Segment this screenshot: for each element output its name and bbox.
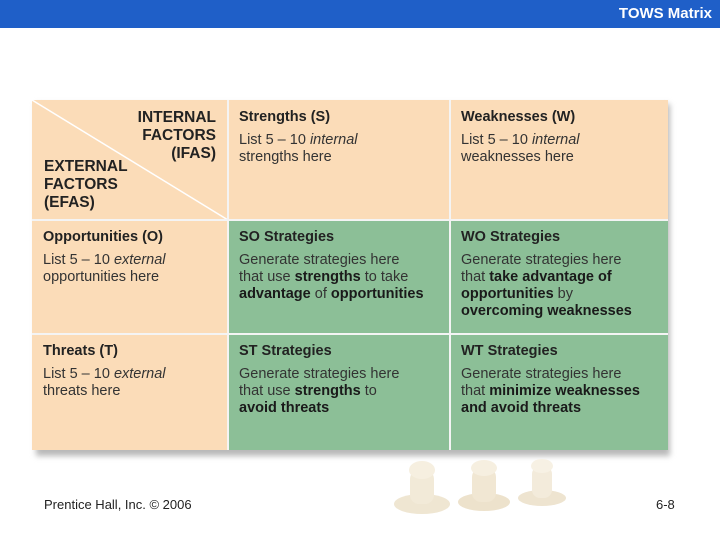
threats-cell: Threats (T) List 5 – 10 external threats… [32, 334, 228, 450]
decorative-pieces-image [394, 459, 566, 514]
opportunities-heading: Opportunities (O) [43, 229, 164, 245]
wo-text: Generate strategies here that take advan… [461, 252, 632, 319]
strengths-text: List 5 – 10 internal strengths here [239, 132, 358, 165]
footer-copyright: Prentice Hall, Inc. © 2006 [44, 497, 192, 512]
strengths-heading: Strengths (S) [239, 109, 331, 125]
weaknesses-heading: Weaknesses (W) [461, 109, 576, 125]
wo-heading: WO Strategies [461, 229, 561, 245]
internal-factors-label: INTERNAL FACTORS (IFAS) [138, 109, 216, 163]
corner-cell: INTERNAL FACTORS (IFAS) EXTERNAL FACTORS… [32, 100, 228, 220]
st-text: Generate strategies here that use streng… [239, 366, 400, 416]
grid-line-h1 [32, 219, 668, 221]
weaknesses-cell: Weaknesses (W) List 5 – 10 internal weak… [450, 100, 668, 220]
header-bar: TOWS Matrix [0, 0, 720, 28]
footer-page-number: 6-8 [656, 497, 675, 512]
internal-line-2: FACTORS [142, 127, 216, 144]
opportunities-text: List 5 – 10 external opportunities here [43, 252, 166, 285]
so-heading: SO Strategies [239, 229, 335, 245]
so-text: Generate strategies here that use streng… [239, 252, 424, 302]
internal-line-1: INTERNAL [137, 109, 216, 126]
opportunities-cell: Opportunities (O) List 5 – 10 external o… [32, 220, 228, 334]
external-factors-label: EXTERNAL FACTORS (EFAS) [44, 158, 128, 212]
wt-text: Generate strategies here that minimize w… [461, 366, 640, 416]
weaknesses-text: List 5 – 10 internal weaknesses here [461, 132, 580, 165]
st-strategies-cell: ST Strategies Generate strategies here t… [228, 334, 450, 450]
tows-matrix: INTERNAL FACTORS (IFAS) EXTERNAL FACTORS… [32, 100, 668, 450]
external-line-2: FACTORS [44, 176, 118, 193]
threats-text: List 5 – 10 external threats here [43, 366, 166, 399]
wt-heading: WT Strategies [461, 343, 558, 359]
internal-line-3: (IFAS) [171, 145, 216, 162]
threats-heading: Threats (T) [43, 343, 118, 359]
external-line-3: (EFAS) [44, 194, 95, 211]
external-line-1: EXTERNAL [44, 158, 128, 175]
slide-title: TOWS Matrix [618, 5, 712, 22]
strengths-cell: Strengths (S) List 5 – 10 internal stren… [228, 100, 450, 220]
grid-line-v1 [227, 100, 229, 450]
st-heading: ST Strategies [239, 343, 332, 359]
corner-diagonal [32, 100, 228, 220]
grid-line-h2 [32, 333, 668, 335]
wt-strategies-cell: WT Strategies Generate strategies here t… [450, 334, 668, 450]
wo-strategies-cell: WO Strategies Generate strategies here t… [450, 220, 668, 334]
grid-line-v2 [449, 100, 451, 450]
so-strategies-cell: SO Strategies Generate strategies here t… [228, 220, 450, 334]
